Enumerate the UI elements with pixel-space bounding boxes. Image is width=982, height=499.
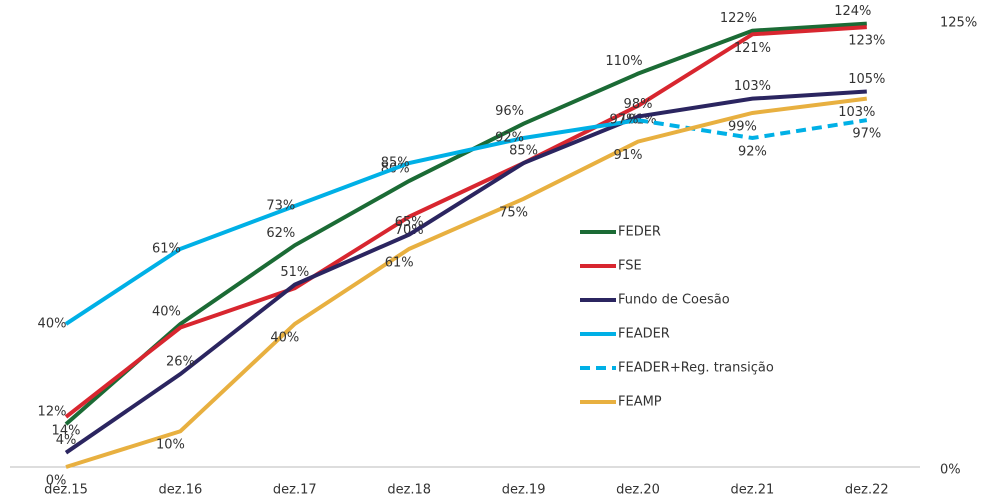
- data-label: 103%: [734, 79, 771, 94]
- data-label: 96%: [495, 104, 524, 119]
- series-line: [64, 25, 867, 419]
- data-label: 73%: [266, 198, 295, 213]
- data-label: 65%: [395, 215, 424, 230]
- data-label: 75%: [499, 205, 528, 220]
- data-label: 85%: [381, 156, 410, 171]
- series-line: [637, 118, 868, 141]
- data-label: 97%: [852, 127, 881, 142]
- data-label: 40%: [38, 316, 67, 331]
- x-tick-label: dez.19: [502, 483, 546, 498]
- legend-label: FSE: [618, 259, 642, 274]
- y-tick-label: 0%: [940, 463, 961, 478]
- data-label: 70%: [395, 223, 424, 238]
- x-tick-label: dez.20: [616, 483, 660, 498]
- x-tick-label: dez.21: [731, 483, 775, 498]
- data-label: 98%: [624, 97, 653, 112]
- data-label: 122%: [720, 11, 757, 26]
- series-line: [64, 89, 867, 455]
- series-line: [65, 96, 868, 469]
- data-label: 91%: [614, 148, 643, 163]
- data-label: 105%: [848, 72, 885, 87]
- x-tick-label: dez.22: [845, 483, 889, 498]
- data-label: 121%: [734, 41, 771, 56]
- data-label: 103%: [838, 105, 875, 120]
- data-label: 4%: [56, 433, 77, 448]
- data-label: 99%: [728, 119, 757, 134]
- data-label: 97%: [610, 113, 639, 128]
- x-tick-label: dez.15: [44, 483, 88, 498]
- x-tick-label: dez.16: [159, 483, 203, 498]
- x-tick-label: dez.18: [387, 483, 431, 498]
- data-label: 12%: [38, 405, 67, 420]
- data-label: 92%: [738, 145, 767, 160]
- legend-label: FEADER: [618, 327, 670, 342]
- legend-label: Fundo de Coesão: [618, 293, 730, 308]
- data-label: 62%: [266, 226, 295, 241]
- data-label: 14%: [52, 423, 81, 438]
- legend-label: FEAMP: [618, 395, 662, 410]
- data-label: 61%: [152, 241, 181, 256]
- data-label: 10%: [156, 438, 185, 453]
- data-label: 40%: [270, 330, 299, 345]
- data-label: 0%: [46, 474, 67, 489]
- data-label: 110%: [605, 54, 642, 69]
- data-label: 85%: [509, 144, 538, 159]
- legend-label: FEADER+Reg. transição: [618, 361, 774, 376]
- y-tick-label: 125%: [940, 16, 977, 31]
- legend-label: FEDER: [618, 225, 661, 240]
- data-label: 40%: [152, 304, 181, 319]
- data-label: 26%: [166, 355, 195, 370]
- series-line: [64, 118, 639, 326]
- x-tick-label: dez.17: [273, 483, 317, 498]
- data-label: 51%: [280, 265, 309, 280]
- data-label: 123%: [848, 34, 885, 49]
- data-label: 61%: [385, 255, 414, 270]
- data-label: 124%: [834, 4, 871, 19]
- data-label: 92%: [495, 131, 524, 146]
